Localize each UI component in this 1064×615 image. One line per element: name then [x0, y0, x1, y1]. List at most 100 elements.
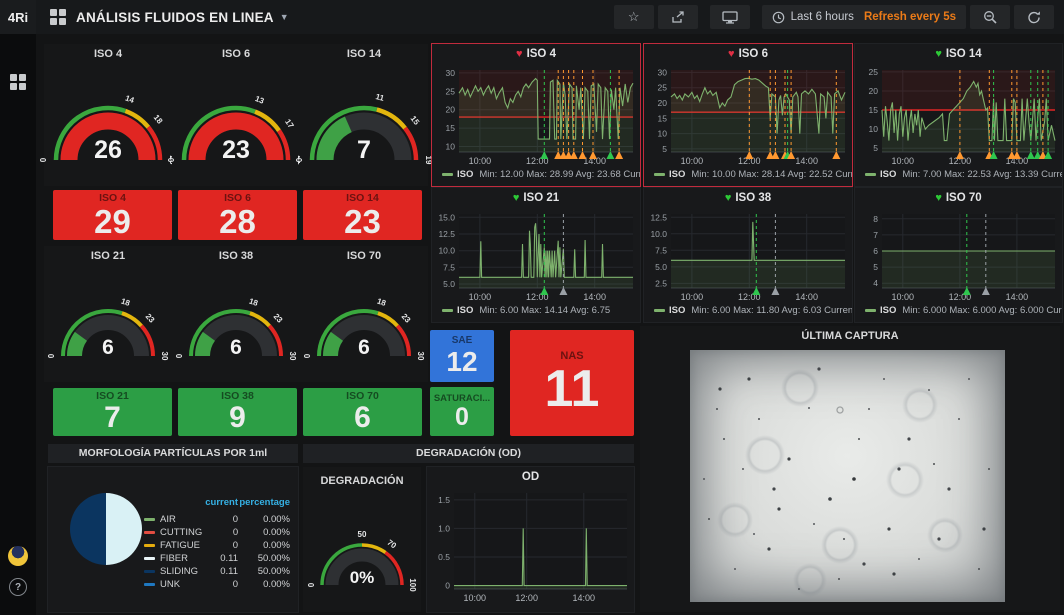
chart-title-text: ISO 70 [945, 192, 982, 204]
chart-iso14[interactable]: 25 20 15 10 5 10:00 12:00 14:00 [855, 64, 1062, 168]
refresh-interval-label[interactable]: Refresh every 5s [863, 11, 956, 23]
legend-series-swatch [654, 308, 665, 312]
panel-title[interactable]: ISO 14 [346, 48, 382, 60]
chart-iso70[interactable]: 8 7 6 5 4 10:00 12:00 14:00 [855, 208, 1062, 304]
stat-iso6[interactable]: ISO 6 28 [178, 190, 297, 240]
stat-sae[interactable]: SAE 12 [430, 330, 494, 382]
refresh-button[interactable] [1014, 5, 1054, 29]
svg-text:12:00: 12:00 [949, 292, 972, 302]
tv-mode-button[interactable] [709, 5, 750, 29]
chart-title-iso14[interactable]: ♥ ISO 14 [855, 44, 1062, 64]
svg-text:12:00: 12:00 [526, 156, 549, 166]
svg-text:10.0: 10.0 [438, 246, 455, 256]
table-row[interactable]: CUTTING 0 0.00% [144, 526, 290, 538]
column-percentage[interactable]: percentage [239, 497, 290, 508]
column-current[interactable]: current [205, 497, 238, 508]
svg-text:1.0: 1.0 [438, 523, 450, 533]
time-picker[interactable]: Last 6 hours Refresh every 5s [761, 5, 966, 29]
chart-title-iso4[interactable]: ♥ ISO 4 [432, 44, 640, 64]
star-button[interactable]: ☆ [613, 5, 654, 29]
stat-title: SAE [451, 335, 473, 347]
share-button[interactable] [657, 5, 698, 29]
stat-value: 29 [94, 202, 131, 240]
caret-down-icon[interactable]: ▼ [279, 12, 289, 22]
gauge-iso6[interactable]: 013172123 [167, 86, 305, 170]
row-header-degradacion[interactable]: DEGRADACIÓN (OD) [303, 444, 634, 463]
help-icon[interactable]: ? [9, 578, 27, 596]
gauge-iso38[interactable]: 0 18 23 30 6 [172, 292, 300, 366]
user-avatar[interactable] [8, 546, 28, 566]
chart-title-text: ISO 21 [523, 192, 560, 204]
chart-iso6[interactable]: 30 25 20 15 10 5 10:00 12:00 14:00 [644, 64, 852, 168]
panel-title[interactable]: ISO 6 [221, 48, 251, 60]
gauge-iso4[interactable]: 014182326 [39, 86, 177, 170]
svg-text:15: 15 [409, 114, 422, 127]
stat-value: 23 [344, 202, 381, 240]
chart-legend[interactable]: ISO Min: 10.00 Max: 28.14 Avg: 22.52 Curr… [644, 168, 852, 182]
monitor-icon [721, 10, 738, 24]
chart-od[interactable]: 1.5 1.0 0.5 0 10:00 12:00 14:00 [427, 487, 634, 605]
chart-legend[interactable]: ISO Min: 6.00 Max: 14.14 Avg: 6.75 [432, 304, 640, 318]
stat-iso70[interactable]: ISO 70 6 [303, 388, 422, 436]
chart-iso4[interactable]: 30 25 20 15 10 10:00 12:00 14:00 [432, 64, 640, 168]
microscope-image[interactable] [690, 350, 1005, 602]
table-row[interactable]: UNK 0 0.00% [144, 578, 290, 590]
svg-text:4: 4 [873, 278, 878, 288]
gauge-degradacion[interactable]: 0 50 70 100 0% [303, 529, 421, 595]
svg-text:25: 25 [869, 67, 879, 77]
svg-text:0.5: 0.5 [438, 552, 450, 562]
legend-series-name: ISO [457, 169, 474, 180]
stat-iso14[interactable]: ISO 14 23 [303, 190, 422, 240]
chart-legend[interactable]: ISO Min: 12.00 Max: 28.99 Avg: 23.68 Curr… [432, 168, 640, 182]
panel-title[interactable]: ISO 70 [346, 250, 382, 262]
chart-title-iso21[interactable]: ♥ ISO 21 [432, 188, 640, 208]
chart-iso38[interactable]: 12.5 10.0 7.5 5.0 2.5 10:00 12:00 14:00 [644, 208, 852, 304]
table-row[interactable]: SLIDING 0.11 50.00% [144, 565, 290, 577]
chart-title-iso38[interactable]: ♥ ISO 38 [644, 188, 852, 208]
panel-title[interactable]: ISO 38 [218, 250, 254, 262]
row-header-morfologia[interactable]: MORFOLOGÍA PARTÍCULAS POR 1ml [48, 444, 298, 463]
stat-nas[interactable]: NAS 11 [510, 330, 634, 436]
svg-text:10: 10 [446, 142, 456, 152]
svg-text:14:00: 14:00 [795, 292, 818, 302]
stat-iso38[interactable]: ISO 38 9 [178, 388, 297, 436]
panel-title[interactable]: DEGRADACIÓN [320, 475, 404, 487]
chart-legend[interactable]: ISO Min: 6.00 Max: 11.80 Avg: 6.03 Curren… [644, 304, 852, 318]
dashboard-title[interactable]: ANÁLISIS FLUIDOS EN LINEA [76, 9, 274, 25]
chart-title-text: ISO 6 [738, 48, 768, 60]
panel-title[interactable]: ISO 21 [90, 250, 126, 262]
stat-saturacion[interactable]: SATURACI... 0 [430, 387, 494, 436]
panel-title[interactable]: ISO 4 [93, 48, 123, 60]
gauge-iso14[interactable]: 0 11 15 19 7 [295, 86, 433, 170]
svg-text:5: 5 [662, 144, 667, 154]
dashboards-icon[interactable] [10, 74, 26, 90]
zoom-out-button[interactable] [970, 5, 1010, 29]
panel-title[interactable]: ÚLTIMA CAPTURA [801, 330, 899, 342]
pie-chart[interactable] [70, 493, 142, 565]
table-row[interactable]: FATIGUE 0 0.00% [144, 539, 290, 551]
svg-text:0: 0 [295, 157, 304, 162]
chart-title-iso70[interactable]: ♥ ISO 70 [855, 188, 1062, 208]
svg-text:10:00: 10:00 [681, 156, 704, 166]
legend-series-name: ISO [880, 169, 897, 180]
table-row[interactable]: FIBER 0.11 50.00% [144, 552, 290, 564]
chart-legend[interactable]: ISO Min: 7.00 Max: 22.53 Avg: 13.39 Curre… [855, 168, 1062, 182]
legend-series-swatch [865, 308, 876, 312]
gauge-iso21[interactable]: 0 18 23 30 6 [44, 292, 172, 366]
chart-title-iso6[interactable]: ♥ ISO 6 [644, 44, 852, 64]
alert-heart-icon: ♥ [516, 48, 523, 60]
alert-heart-icon: ♥ [724, 192, 732, 204]
chart-iso21[interactable]: 15.0 12.5 10.0 7.5 5.0 10:00 12:00 14:00 [432, 208, 640, 304]
stat-iso4[interactable]: ISO 4 29 [53, 190, 172, 240]
app-logo[interactable]: 4Ri [0, 0, 36, 34]
dashboard-grid-icon[interactable] [50, 9, 66, 25]
magnifier-minus-icon [984, 11, 997, 24]
gauge-iso70[interactable]: 0 18 23 30 6 [300, 292, 428, 366]
panel-chart-iso21: ♥ ISO 21 15.0 12.5 10.0 7.5 5.0 10:00 12:00 14:0… [432, 188, 640, 322]
stat-value: 28 [219, 202, 256, 240]
stat-iso21[interactable]: ISO 21 7 [53, 388, 172, 436]
chart-legend[interactable]: ISO Min: 6.000 Max: 6.000 Avg: 6.000 Curr… [855, 304, 1062, 318]
table-row[interactable]: AIR 0 0.00% [144, 513, 290, 525]
svg-text:18: 18 [248, 297, 260, 308]
chart-title-od[interactable]: OD [427, 467, 634, 487]
